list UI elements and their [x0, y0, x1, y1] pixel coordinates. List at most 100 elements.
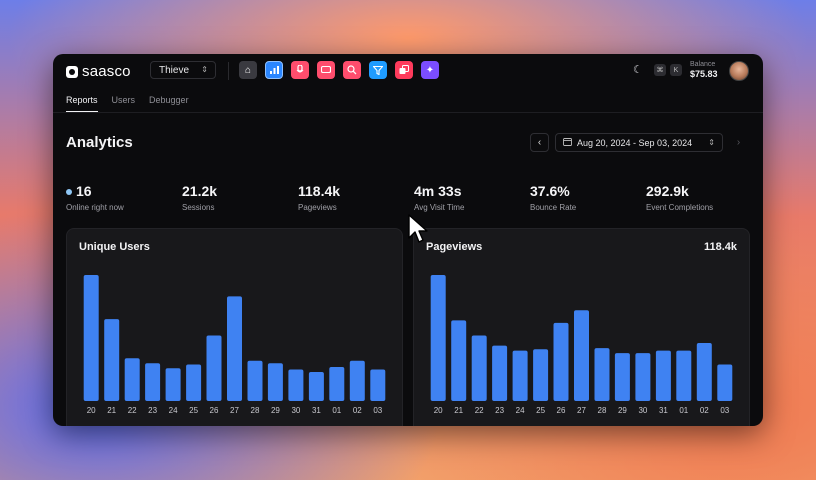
bar-28[interactable] [594, 348, 610, 401]
chevron-updown-icon: ⇕ [201, 65, 208, 74]
divider [228, 62, 229, 80]
card-headline: 118.4k [703, 241, 737, 253]
bar-23[interactable] [145, 363, 161, 401]
x-tick-label: 24 [169, 406, 178, 415]
chevron-left-icon: ‹ [537, 137, 542, 148]
unique-users-chart: 20 21 22 23 24 25 26 27 28 29 30 31 01 02 03 [83, 275, 386, 415]
tab-debugger[interactable]: Debugger [149, 95, 189, 105]
stat-label: Event Completions [646, 203, 714, 212]
mic-icon[interactable] [291, 61, 309, 79]
x-tick-label: 22 [128, 406, 137, 415]
search-user-icon[interactable] [343, 61, 361, 79]
x-tick-label: 20 [87, 406, 96, 415]
bar-20[interactable] [430, 275, 446, 401]
funnel-icon[interactable] [369, 61, 387, 79]
bar-chart-icon[interactable] [265, 61, 283, 79]
x-tick-label: 29 [618, 406, 627, 415]
bar-25[interactable] [533, 349, 549, 401]
tab-users[interactable]: Users [111, 95, 136, 105]
app-switcher: ⌂ ✦ [239, 61, 439, 79]
x-tick-label: 27 [577, 406, 586, 415]
x-tick-label: 25 [536, 406, 545, 415]
tab-reports[interactable]: Reports [66, 95, 98, 112]
avatar[interactable] [729, 61, 749, 81]
x-tick-label: 21 [454, 406, 463, 415]
stat-label: Sessions [182, 203, 215, 212]
bar-21[interactable] [104, 319, 120, 401]
bar-03[interactable] [717, 364, 733, 402]
x-tick-label: 20 [434, 406, 443, 415]
bar-30[interactable] [635, 353, 651, 401]
chevron-updown-icon: ⇕ [708, 138, 715, 147]
chat-icon[interactable] [317, 61, 335, 79]
bar-28[interactable] [247, 360, 263, 401]
bar-24[interactable] [165, 368, 181, 401]
workspace-select[interactable]: Thieve ⇕ [150, 61, 216, 79]
x-tick-label: 29 [271, 406, 280, 415]
bar-26[interactable] [553, 322, 569, 401]
home-icon[interactable]: ⌂ [239, 61, 257, 79]
bar-01[interactable] [676, 350, 692, 401]
command-key-icon[interactable]: ⌘ [654, 64, 666, 76]
bar-30[interactable] [288, 369, 304, 402]
x-tick-label: 27 [230, 406, 239, 415]
bar-22[interactable] [471, 335, 487, 402]
bar-23[interactable] [492, 345, 508, 401]
bar-31[interactable] [308, 372, 324, 401]
app-window: saasco Thieve ⇕ ⌂ [53, 54, 763, 426]
stat-value: 21.2k [182, 183, 218, 199]
bar-24[interactable] [512, 350, 528, 401]
pageviews-card[interactable]: Pageviews 118.4k 20 21 22 23 24 25 26 27 28 29 30 3… [413, 228, 750, 426]
chevron-right-icon: › [736, 137, 741, 148]
page-title: Analytics [66, 134, 133, 151]
stat-event-completions: 292.9k Event Completions [646, 183, 756, 212]
x-tick-label: 02 [700, 406, 709, 415]
bar-27[interactable] [227, 296, 242, 401]
x-tick-label: 26 [557, 406, 566, 415]
prev-period-button[interactable]: ‹ [530, 133, 549, 152]
bar-01[interactable] [329, 367, 345, 401]
stat-label: Pageviews [298, 203, 337, 212]
bar-29[interactable] [614, 353, 630, 401]
stat-avg-visit-time: 4m 33s Avg Visit Time [414, 183, 524, 212]
x-tick-label: 22 [475, 406, 484, 415]
k-key-badge[interactable]: K [670, 64, 682, 76]
x-tick-label: 01 [332, 406, 341, 415]
pageviews-chart: 20 21 22 23 24 25 26 27 28 29 30 31 01 02 03 [430, 275, 733, 415]
card-title: Unique Users [79, 241, 150, 253]
logo-text: saasco [82, 63, 131, 80]
balance-value: $75.83 [690, 69, 718, 79]
x-tick-label: 28 [598, 406, 607, 415]
layers-icon[interactable] [395, 61, 413, 79]
bar-02[interactable] [349, 360, 365, 401]
logo[interactable]: saasco [66, 63, 131, 80]
bar-31[interactable] [655, 350, 671, 401]
bar-21[interactable] [451, 320, 467, 401]
top-bar: saasco Thieve ⇕ ⌂ [53, 54, 763, 88]
x-tick-label: 30 [638, 406, 647, 415]
bar-29[interactable] [267, 363, 283, 401]
unique-users-card[interactable]: Unique Users 20 21 22 23 24 25 26 27 28 29 30 31 01 0… [66, 228, 403, 426]
calendar-icon [563, 137, 572, 148]
workspace-name: Thieve [159, 64, 190, 76]
bar-03[interactable] [370, 369, 386, 402]
x-tick-label: 31 [659, 406, 668, 415]
x-tick-label: 25 [189, 406, 198, 415]
moon-icon[interactable]: ☾ [633, 64, 643, 76]
sparkle-icon[interactable]: ✦ [421, 61, 439, 79]
logo-icon [66, 65, 78, 78]
bar-27[interactable] [574, 310, 589, 401]
date-range-picker[interactable]: Aug 20, 2024 - Sep 03, 2024 ⇕ [555, 133, 723, 152]
bar-25[interactable] [186, 364, 202, 402]
x-tick-label: 24 [516, 406, 525, 415]
bar-02[interactable] [696, 343, 712, 401]
bar-20[interactable] [83, 275, 99, 401]
x-tick-label: 21 [107, 406, 116, 415]
next-period-button[interactable]: › [729, 133, 748, 152]
bar-22[interactable] [124, 358, 140, 401]
stat-value: 292.9k [646, 183, 689, 199]
mouse-cursor-icon [408, 214, 428, 243]
bar-26[interactable] [206, 335, 222, 402]
balance-label: Balance [690, 61, 716, 68]
stat-sessions: 21.2k Sessions [182, 183, 292, 212]
